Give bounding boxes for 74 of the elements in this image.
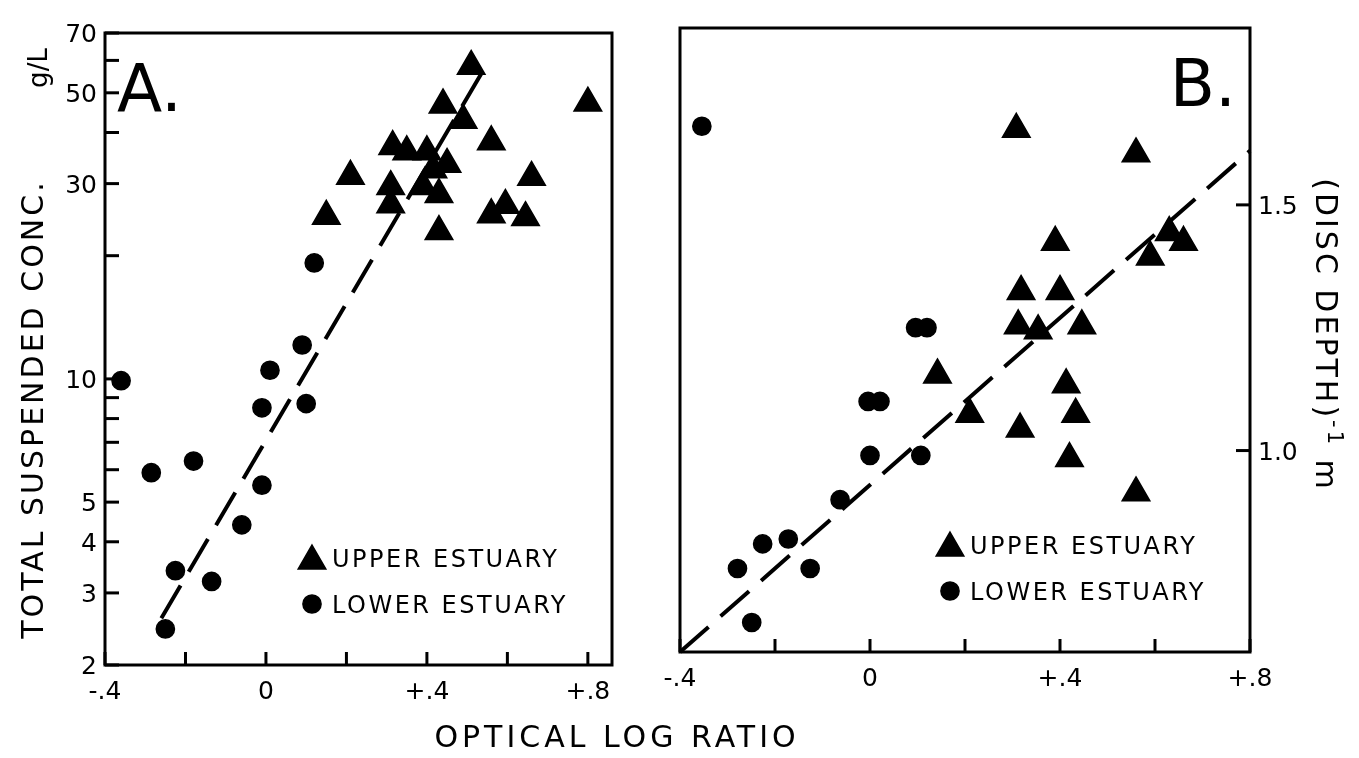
- point: [476, 198, 506, 224]
- point: [476, 125, 506, 151]
- x-axis-title: OPTICAL LOG RATIO: [434, 719, 800, 754]
- point: [456, 49, 486, 76]
- point: [448, 103, 478, 129]
- x-tick-label: +.4: [404, 676, 450, 705]
- point: [183, 451, 204, 471]
- x-tick-label: +.8: [565, 676, 611, 705]
- legend-label: LOWER ESTUARY: [970, 578, 1206, 606]
- point: [201, 571, 222, 592]
- point: [727, 558, 748, 579]
- point: [1054, 441, 1085, 468]
- point: [296, 393, 317, 414]
- point: [1040, 225, 1070, 251]
- legend-label: UPPER ESTUARY: [970, 532, 1198, 560]
- point: [955, 397, 985, 423]
- point: [1005, 412, 1035, 438]
- point: [231, 515, 252, 535]
- annotation: B.: [1169, 45, 1236, 122]
- y-tick-label: 10: [65, 364, 97, 394]
- point: [311, 199, 341, 225]
- point: [692, 116, 712, 137]
- point: [752, 534, 773, 554]
- legend-label: LOWER ESTUARY: [332, 591, 568, 619]
- point: [1045, 274, 1075, 301]
- point: [922, 358, 952, 384]
- point: [800, 558, 820, 579]
- point: [1121, 476, 1151, 502]
- y2-tick-label: 1.5: [1258, 190, 1298, 220]
- point: [428, 88, 458, 114]
- legend-label: UPPER ESTUARY: [332, 545, 560, 573]
- y2-tick-label: 1.0: [1258, 436, 1298, 466]
- point: [304, 253, 325, 273]
- point: [141, 462, 162, 483]
- point: [1023, 314, 1053, 340]
- point: [111, 370, 131, 391]
- y-tick-label: 4: [81, 527, 97, 557]
- point: [573, 86, 603, 112]
- point: [1168, 225, 1199, 251]
- point: [1067, 309, 1097, 335]
- point: [1135, 240, 1165, 266]
- x-tick-label: 0: [862, 663, 878, 692]
- y-axis-title: TOTAL SUSPENDED CONC.: [15, 179, 50, 640]
- point: [252, 397, 272, 418]
- point: [1061, 397, 1091, 423]
- point: [1001, 112, 1031, 138]
- point: [860, 445, 880, 466]
- point: [910, 445, 931, 466]
- text: g/L: [23, 47, 53, 88]
- point: [1121, 137, 1151, 163]
- y-tick-label: 5: [81, 488, 97, 518]
- point: [335, 159, 366, 185]
- point: [778, 529, 799, 549]
- x-tick-label: 0: [258, 676, 274, 705]
- point: [516, 160, 547, 187]
- y-tick-label: 30: [65, 169, 97, 199]
- point: [424, 177, 454, 204]
- y-tick-label: 50: [65, 78, 97, 108]
- point: [1051, 368, 1081, 394]
- y-tick-label: 3: [81, 578, 97, 608]
- point: [155, 619, 176, 639]
- point: [252, 475, 272, 496]
- point: [260, 360, 280, 381]
- point: [741, 612, 762, 633]
- point: [510, 200, 541, 227]
- point: [424, 214, 454, 241]
- annotation: A.: [117, 50, 182, 127]
- x-tick-label: +.4: [1037, 663, 1083, 692]
- point: [165, 560, 186, 581]
- x-tick-label: -.4: [663, 663, 697, 692]
- y-tick-label: 70: [65, 19, 97, 48]
- point: [292, 335, 313, 355]
- point: [1006, 274, 1036, 301]
- x-tick-label: +.8: [1227, 663, 1273, 692]
